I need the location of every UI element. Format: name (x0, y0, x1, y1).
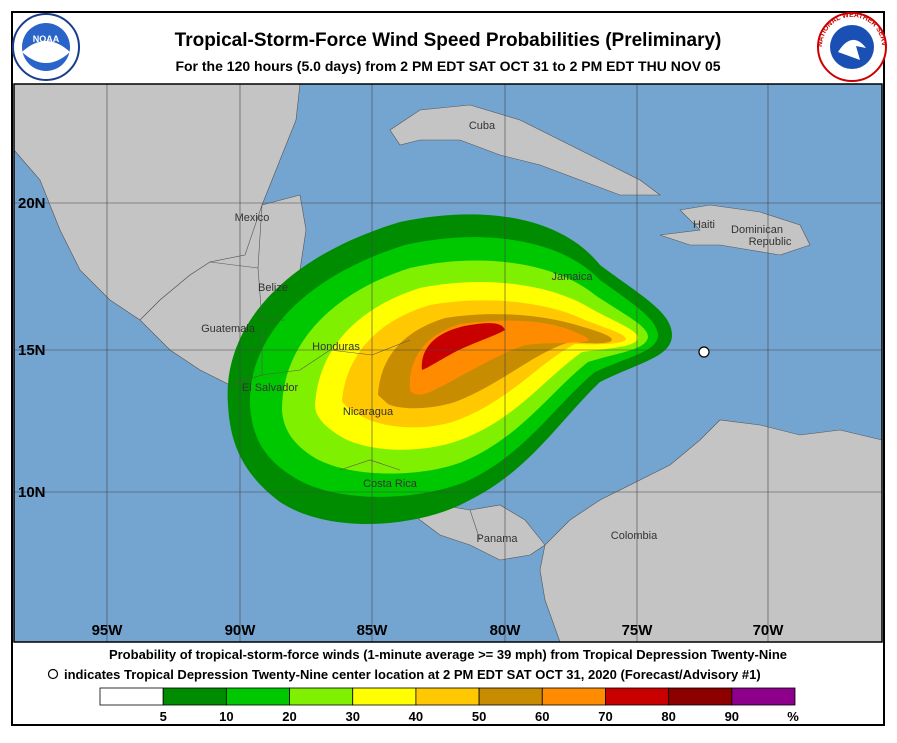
legend-label: 90 (725, 709, 739, 724)
place-label: Cuba (469, 120, 496, 132)
legend-label: 30 (345, 709, 359, 724)
latitude-label: 20N (18, 195, 46, 212)
place-label: Belize (258, 282, 288, 294)
noaa-text: NOAA (33, 34, 60, 44)
legend-label: 40 (409, 709, 423, 724)
legend-swatch (478, 687, 543, 706)
legend-label: 60 (535, 709, 549, 724)
latitude-label: 15N (18, 342, 46, 359)
place-label: Nicaragua (343, 406, 394, 418)
legend-label: 50 (472, 709, 486, 724)
footer-line1: Probability of tropical-storm-force wind… (109, 647, 787, 662)
place-label: Jamaica (552, 271, 594, 283)
place-label: Costa Rica (363, 478, 418, 490)
place-label: El Salvador (242, 382, 299, 394)
longitude-label: 85W (357, 622, 389, 639)
title: Tropical-Storm-Force Wind Speed Probabil… (175, 30, 722, 51)
legend-label: 5 (160, 709, 167, 724)
legend-swatch (731, 687, 796, 706)
legend-swatch (541, 687, 606, 706)
place-label: Haiti (693, 219, 715, 231)
legend-swatch (225, 687, 290, 706)
place-label: Dominican (731, 224, 783, 236)
legend-swatch (668, 687, 733, 706)
place-label: Guatemala (201, 323, 256, 335)
legend-swatch (162, 687, 227, 706)
subtitle: For the 120 hours (5.0 days) from 2 PM E… (175, 58, 720, 74)
legend-label: 80 (661, 709, 675, 724)
place-label: Mexico (235, 212, 270, 224)
place-label: Honduras (312, 341, 360, 353)
coordinate-labels: 95W 90W 85W 80W 75W 70W 20N 15N 10N (18, 195, 784, 639)
legend-label: 10 (219, 709, 233, 724)
longitude-label: 80W (490, 622, 522, 639)
longitude-label: 75W (622, 622, 654, 639)
storm-center (698, 346, 710, 358)
legend-label: 20 (282, 709, 296, 724)
legend-swatch (605, 687, 670, 706)
place-label: Panama (477, 533, 519, 545)
probability-contours (227, 214, 672, 524)
probability-contour (421, 323, 505, 370)
legend: 5 10 20 30 40 50 60 70 80 90% (99, 687, 799, 724)
legend-swatch (415, 687, 480, 706)
frame (11, 11, 885, 726)
graticule (14, 84, 882, 642)
storm-center-key (47, 668, 59, 680)
legend-swatch (352, 687, 417, 706)
noaa-logo: NOAA (12, 13, 80, 81)
longitude-label: 70W (753, 622, 785, 639)
place-label: Colombia (611, 530, 658, 542)
map-border (13, 83, 883, 643)
longitude-label: 95W (92, 622, 124, 639)
footer-line2: indicates Tropical Depression Twenty-Nin… (64, 667, 761, 682)
longitude-label: 90W (225, 622, 257, 639)
place-label: Republic (749, 236, 792, 248)
map: Cuba Mexico Haiti Dominican Republic Jam… (14, 84, 882, 642)
legend-swatch (99, 687, 164, 706)
legend-unit: % (787, 709, 799, 724)
latitude-label: 10N (18, 484, 46, 501)
legend-swatch (289, 687, 354, 706)
legend-label: 70 (598, 709, 612, 724)
